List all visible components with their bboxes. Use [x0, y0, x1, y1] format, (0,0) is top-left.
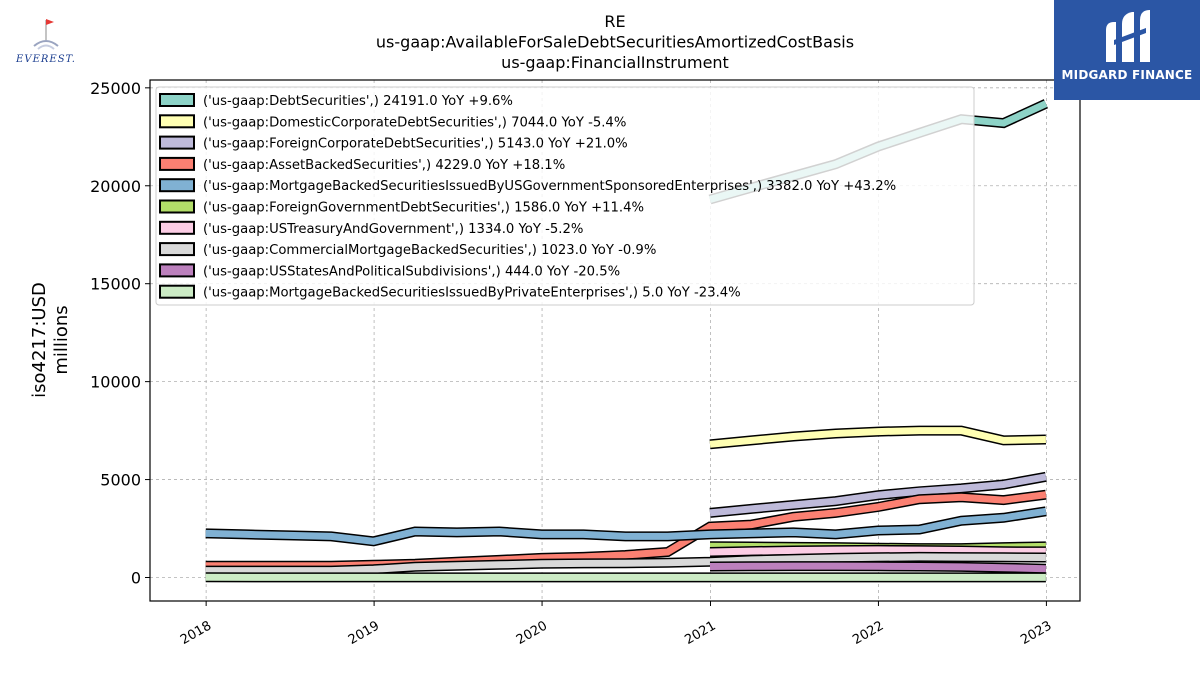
legend: ('us-gaap:DebtSecurities',) 24191.0 YoY …	[155, 86, 975, 306]
y-tick-label: 0	[131, 568, 141, 587]
y-tick-label: 25000	[90, 79, 141, 98]
y-axis-label: iso4217:USD	[29, 282, 50, 398]
y-axis-label: millions	[51, 305, 72, 374]
everest-logo: EVEREST.	[6, 14, 86, 70]
x-tick-label: 2022	[850, 618, 886, 648]
legend-entry: ('us-gaap:MortgageBackedSecuritiesIssued…	[203, 179, 896, 194]
legend-entry: ('us-gaap:MortgageBackedSecuritiesIssued…	[203, 286, 741, 301]
plot-frame	[149, 79, 1081, 602]
series-line	[709, 546, 1046, 556]
x-tick-label: 2019	[346, 618, 382, 648]
legend-entry: ('us-gaap:USStatesAndPoliticalSubdivisio…	[203, 264, 620, 279]
x-tick-label: 2023	[1018, 618, 1054, 648]
x-tick-label: 2021	[682, 618, 718, 648]
chart-title-line: us-gaap:FinancialInstrument	[501, 53, 729, 72]
legend-swatch	[159, 199, 195, 214]
legend-entry: ('us-gaap:USTreasuryAndGovernment',) 133…	[203, 222, 583, 237]
y-axis-label-group: iso4217:USD millions	[29, 282, 72, 398]
legend-swatch	[159, 220, 195, 235]
midgard-finance-logo-text: MIDGARD FINANCE	[1061, 68, 1193, 82]
series-line	[709, 562, 1046, 573]
legend-swatch	[159, 114, 195, 129]
legend-swatch	[159, 93, 195, 107]
x-tick-label: 2020	[514, 618, 550, 648]
y-tick-label: 20000	[90, 177, 141, 196]
y-tick-label: 5000	[100, 471, 141, 490]
legend-entry: ('us-gaap:CommercialMortgageBackedSecuri…	[203, 243, 656, 258]
legend-entry: ('us-gaap:AssetBackedSecurities',) 4229.…	[203, 158, 565, 173]
legend-swatch	[159, 263, 195, 278]
series-line	[205, 553, 1046, 575]
legend-entry: ('us-gaap:DebtSecurities',) 24191.0 YoY …	[203, 94, 513, 109]
midgard-m-icon	[1106, 10, 1150, 62]
everest-logo-text: EVEREST.	[16, 54, 76, 65]
mountain-flag-icon	[33, 19, 59, 50]
x-tick-label: 2018	[178, 618, 214, 648]
legend-entry: ('us-gaap:ForeignGovernmentDebtSecuritie…	[203, 201, 644, 216]
legend-box	[155, 86, 975, 306]
legend-entry: ('us-gaap:ForeignCorporateDebtSecurities…	[203, 137, 628, 152]
y-tick-label: 10000	[90, 373, 141, 392]
chart-title-line: us-gaap:AvailableForSaleDebtSecuritiesAm…	[376, 33, 854, 52]
legend-swatch	[159, 135, 195, 150]
series-line	[709, 473, 1047, 517]
series-line	[205, 507, 1047, 545]
legend-swatch	[159, 178, 195, 193]
chart-title-group: RE us-gaap:AvailableForSaleDebtSecurities…	[376, 12, 854, 72]
legend-entry: ('us-gaap:DomesticCorporateDebtSecuritie…	[203, 115, 626, 130]
y-tick-label: 15000	[90, 275, 141, 294]
series-line	[709, 427, 1046, 448]
legend-swatch	[159, 242, 195, 257]
legend-swatch	[159, 156, 195, 171]
chart-title-line: RE	[604, 12, 625, 31]
midgard-finance-logo: MIDGARD FINANCE	[1054, 0, 1200, 100]
legend-swatch	[159, 284, 195, 299]
